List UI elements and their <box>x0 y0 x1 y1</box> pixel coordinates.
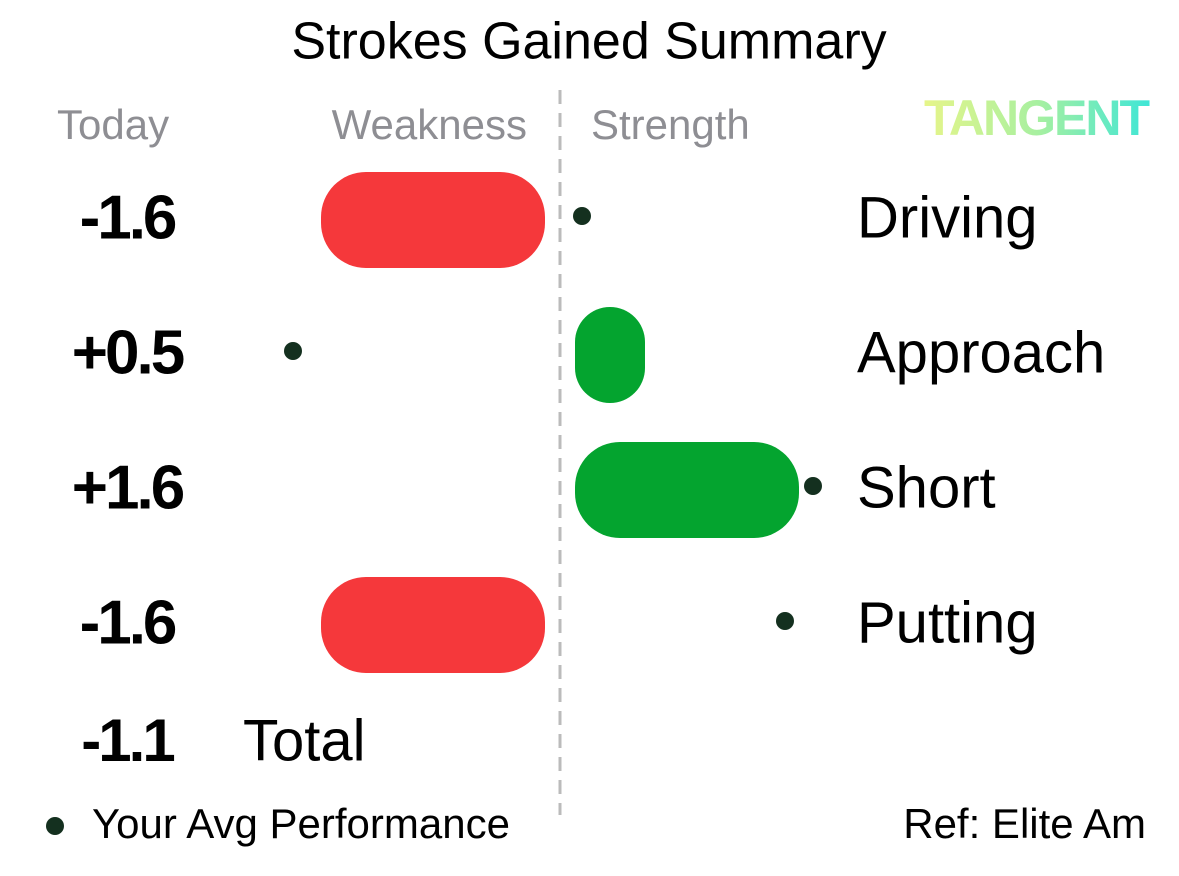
total-label: Total <box>243 708 366 773</box>
avg-dot <box>573 207 591 225</box>
bar <box>321 577 545 673</box>
reference: Ref: Elite Am <box>903 800 1146 847</box>
column-header: Strength <box>591 101 750 148</box>
bar <box>575 442 799 538</box>
value-label: +1.6 <box>72 453 184 522</box>
legend-dot <box>46 817 64 835</box>
value-label: -1.6 <box>80 588 176 657</box>
value-label: -1.6 <box>80 183 176 252</box>
category-label: Driving <box>857 185 1038 250</box>
column-header: Today <box>57 101 169 148</box>
chart-title: Strokes Gained Summary <box>291 13 886 71</box>
logo: TANGENT <box>924 90 1149 146</box>
bar <box>321 172 545 268</box>
avg-dot <box>804 477 822 495</box>
category-label: Putting <box>857 590 1038 655</box>
total-value: -1.1 <box>81 707 174 774</box>
category-label: Approach <box>857 320 1105 385</box>
legend-label: Your Avg Performance <box>92 800 510 847</box>
category-label: Short <box>857 455 996 520</box>
avg-dot <box>776 612 794 630</box>
avg-dot <box>284 342 302 360</box>
value-label: +0.5 <box>72 318 184 387</box>
bar <box>575 307 645 403</box>
column-header: Weakness <box>332 101 527 148</box>
